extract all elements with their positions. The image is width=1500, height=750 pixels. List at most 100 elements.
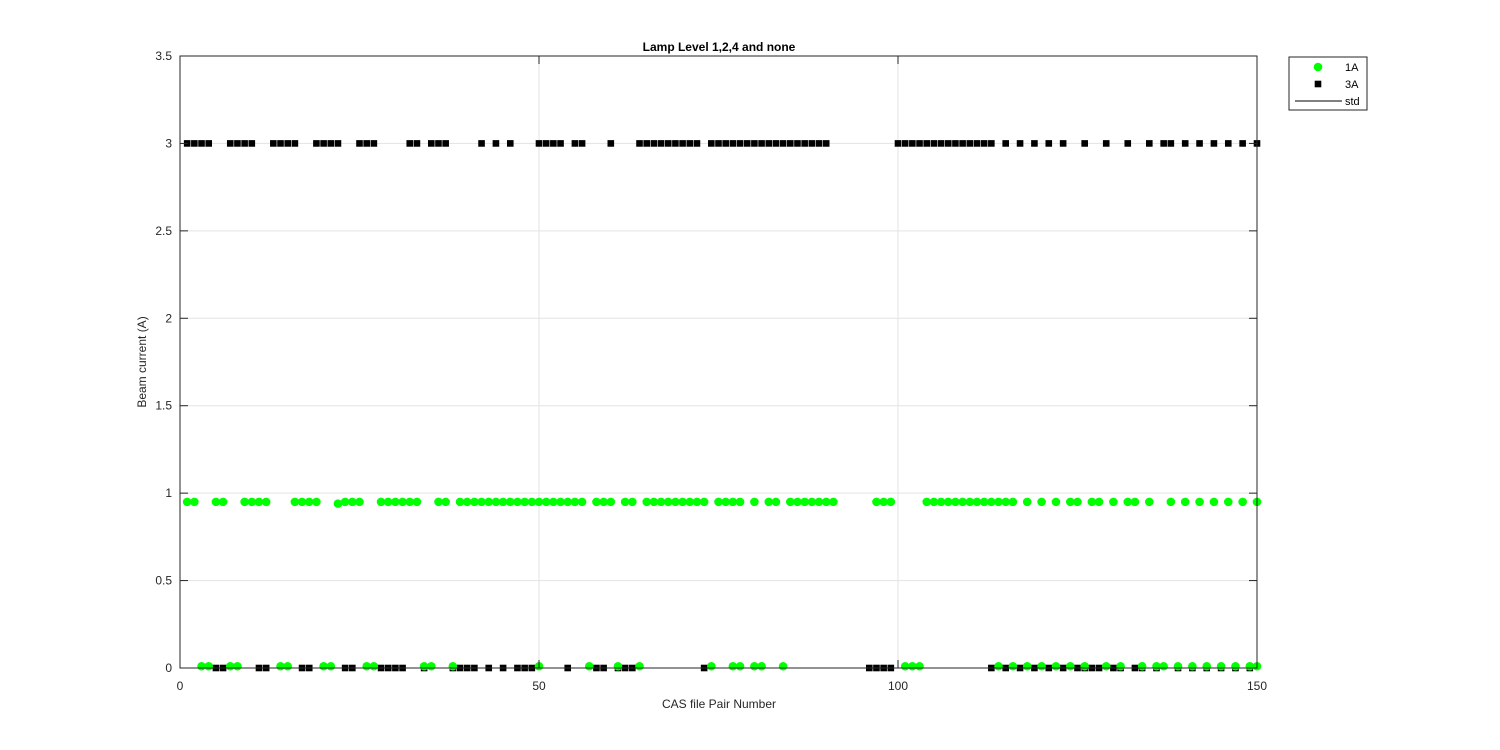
data-point-1A xyxy=(1173,661,1183,671)
data-point-3A xyxy=(291,140,299,147)
data-point-3A xyxy=(406,140,414,147)
data-point-3A xyxy=(198,140,205,147)
data-point-3A xyxy=(270,140,277,147)
data-point-3A xyxy=(557,140,564,147)
data-point-3A xyxy=(736,140,744,147)
data-point-1A xyxy=(972,497,982,507)
data-point-1A xyxy=(434,497,443,507)
data-point-3A xyxy=(794,140,801,147)
data-point-1A xyxy=(340,497,350,507)
data-point-3A xyxy=(248,140,256,147)
data-point-3A xyxy=(241,140,248,147)
data-point-3A xyxy=(758,140,765,147)
data-point-1A xyxy=(613,661,623,671)
data-point-1A xyxy=(1037,497,1046,507)
data-point-3A xyxy=(1002,140,1009,147)
data-point-3A xyxy=(815,140,823,147)
data-point-3A xyxy=(894,140,902,147)
data-point-1A xyxy=(1209,497,1219,507)
data-point-3A xyxy=(808,140,816,147)
data-point-1A xyxy=(1037,661,1046,671)
data-point-3A xyxy=(909,140,916,147)
data-point-3A xyxy=(571,140,579,147)
data-point-3A xyxy=(937,140,945,147)
data-point-1A xyxy=(1145,497,1154,507)
data-point-1A xyxy=(886,497,896,507)
data-point-1A xyxy=(1159,661,1168,671)
y-axis: 0 0.5 1 1.5 2 2.5 3 3.5 xyxy=(155,49,1257,675)
data-point-1A xyxy=(491,497,501,507)
data-point-1A xyxy=(477,497,486,507)
data-point-1A xyxy=(807,497,817,507)
data-point-1A xyxy=(663,497,673,507)
data-point-3A xyxy=(944,140,952,147)
data-point-1A xyxy=(1130,497,1140,507)
data-point-1A xyxy=(513,497,522,507)
data-point-3A xyxy=(980,140,988,147)
data-point-1A xyxy=(1202,661,1212,671)
y-tick-label: 3 xyxy=(165,136,172,150)
data-point-1A xyxy=(1022,661,1032,671)
data-point-3A xyxy=(535,140,543,147)
legend-label-std: std xyxy=(1345,96,1360,108)
data-point-1A xyxy=(786,497,795,507)
data-point-1A xyxy=(922,497,932,507)
data-point-3A xyxy=(923,140,931,147)
x-tick-label: 100 xyxy=(888,679,908,693)
data-point-3A xyxy=(356,140,363,147)
plot-frame xyxy=(179,55,1258,669)
data-point-3A xyxy=(1081,140,1088,147)
x-tick-label: 150 xyxy=(1247,679,1267,693)
data-point-3A xyxy=(787,140,794,147)
data-point-3A xyxy=(363,140,370,147)
data-point-1A xyxy=(915,661,924,671)
data-point-3A xyxy=(578,140,586,147)
data-point-3A xyxy=(1224,140,1232,147)
data-point-1A xyxy=(1180,497,1190,507)
data-point-1A xyxy=(1066,661,1075,671)
data-point-3A xyxy=(1059,140,1067,147)
y-tick-label: 2.5 xyxy=(155,224,172,238)
data-point-3A xyxy=(930,140,938,147)
data-point-1A xyxy=(527,497,537,507)
data-point-1A xyxy=(793,497,802,507)
data-point-1A xyxy=(383,497,393,507)
data-point-3A xyxy=(226,140,234,147)
data-point-1A xyxy=(584,661,594,671)
data-point-1A xyxy=(1109,497,1118,507)
data-point-3A xyxy=(751,140,758,147)
data-point-3A xyxy=(1016,140,1024,147)
data-point-1A xyxy=(1073,497,1082,507)
data-point-1A xyxy=(1094,497,1104,507)
data-point-1A xyxy=(592,497,601,507)
y-axis-label: Beam current (A) xyxy=(135,316,149,407)
data-point-3A xyxy=(1102,140,1110,147)
data-point-1A xyxy=(714,497,723,507)
data-point-3A xyxy=(1210,140,1218,147)
data-point-1A xyxy=(987,497,996,507)
data-point-1A xyxy=(563,497,573,507)
data-point-1A xyxy=(879,497,888,507)
data-point-3A xyxy=(966,140,974,147)
data-point-1A xyxy=(994,497,1003,507)
data-point-1A xyxy=(297,497,307,507)
data-point-1A xyxy=(735,497,745,507)
data-point-3A xyxy=(686,140,694,147)
data-point-1A xyxy=(1123,497,1133,507)
data-point-3A xyxy=(191,140,198,147)
data-point-1A xyxy=(1051,661,1061,671)
data-point-3A xyxy=(205,140,213,147)
data-point-3A xyxy=(1167,140,1175,147)
y-tick-label: 0 xyxy=(165,661,172,675)
data-point-1A xyxy=(1166,497,1176,507)
data-point-3A xyxy=(277,140,284,147)
x-tick-label: 50 xyxy=(532,679,546,693)
x-tick-label: 0 xyxy=(177,679,184,693)
data-point-1A xyxy=(635,661,644,671)
data-point-3A xyxy=(952,140,959,147)
data-point-3A xyxy=(1181,140,1189,147)
data-point-1A xyxy=(1008,661,1018,671)
data-point-1A xyxy=(1001,497,1010,507)
data-point-1A xyxy=(333,499,343,508)
data-point-1A xyxy=(642,497,651,507)
